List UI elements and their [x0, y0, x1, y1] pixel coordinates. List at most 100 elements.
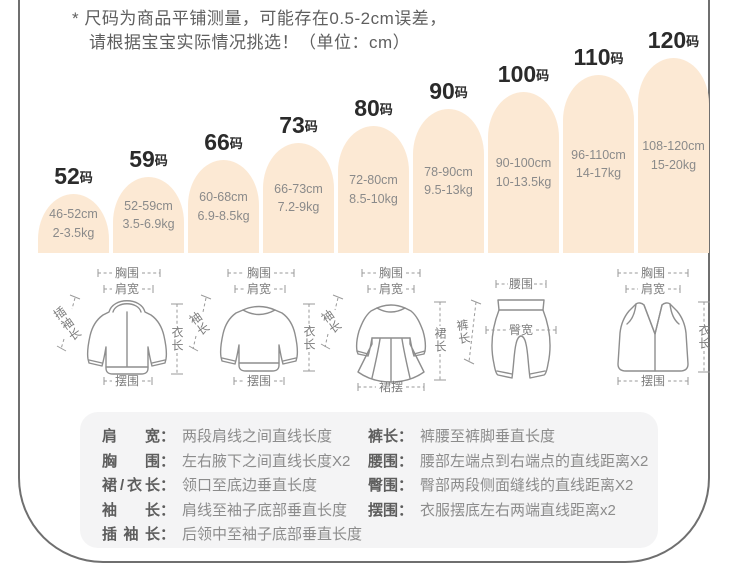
note-line1: 尺码为商品平铺测量，可能存在0.5-2cm误差， [84, 9, 447, 28]
height-range: 96-110cm [571, 147, 626, 162]
size-label: 73码 [279, 112, 318, 138]
legend-row: 袖长： 肩线至袖子底部垂直长度 [102, 499, 362, 524]
size-column-52: 52码 46-52cm 2-3.5kg [38, 163, 109, 253]
dress-outline [355, 304, 427, 383]
garment-length-label: 衣长 [697, 323, 711, 350]
measurement-note: * 尺码为商品平铺测量，可能存在0.5-2cm误差， 请根据宝宝实际情况挑选！（… [72, 7, 447, 55]
weight-range: 7.2-9kg [277, 200, 320, 214]
size-label: 59码 [129, 146, 168, 172]
height-range: 78-90cm [424, 164, 473, 179]
sweater-outline [219, 305, 299, 372]
size-arch: 46-52cm 2-3.5kg [38, 194, 109, 253]
height-range: 66-73cm [274, 181, 323, 196]
pants-length-label: 裤长 [454, 318, 472, 346]
height-range: 108-120cm [642, 139, 705, 154]
legend-desc: 衣服摆底左右两端直线距离x2 [420, 501, 616, 519]
sweater-diagram: 胸围 肩宽 袖长 衣长 摆围 [185, 265, 316, 388]
size-arch: 96-110cm 14-17kg [563, 75, 634, 253]
legend-term: 胸围 [102, 452, 160, 470]
legend-row: 胸围： 左右腋下之间直线长度X2 [102, 450, 362, 475]
size-label: 120码 [647, 27, 700, 53]
legend-term: 腰围 [368, 452, 399, 470]
skirt-hem-label: 裙摆 [379, 380, 403, 394]
size-column-73: 73码 66-73cm 7.2-9kg [263, 112, 334, 253]
weight-range: 9.5-13kg [424, 183, 473, 197]
measurement-legend: 肩宽： 两段肩线之间直线长度 胸围： 左右腋下之间直线长度X2 裙/衣长： 领口至底边… [80, 412, 658, 548]
legend-term: 裤长 [368, 428, 399, 445]
legend-row: 插袖长： 后领中至袖子底部垂直长度 [102, 523, 362, 548]
legend-desc: 臀部两段侧面缝线的直线距离X2 [420, 477, 634, 494]
panel-frame [18, 0, 710, 563]
legend-term: 裙/衣长 [102, 477, 160, 494]
size-arch: 72-80cm 8.5-10kg [338, 126, 409, 253]
legend-row: 肩宽： 两段肩线之间直线长度 [102, 425, 362, 450]
chest-label: 胸围 [247, 265, 271, 280]
size-label: 100码 [497, 61, 550, 87]
size-label: 80码 [354, 95, 393, 121]
legend-left-column: 肩宽： 两段肩线之间直线长度 胸围： 左右腋下之间直线长度X2 裙/衣长： 领口至底边… [102, 425, 362, 548]
legend-row: 摆围： 衣服摆底左右两端直线距离x2 [368, 501, 616, 519]
height-range: 52-59cm [124, 198, 173, 213]
hip-label: 臀宽 [509, 322, 533, 337]
height-range: 72-80cm [349, 173, 398, 188]
size-column-120: 120码 108-120cm 15-20kg [638, 27, 709, 253]
skirt-length-label: 裙长 [433, 327, 447, 353]
size-column-90: 90码 78-90cm 9.5-13kg [413, 78, 484, 253]
size-column-100: 100码 90-100cm 10-13.5kg [488, 61, 559, 253]
size-label: 66码 [204, 129, 243, 155]
size-arches: 52码 46-52cm 2-3.5kg 59码 52-59cm 3.5-6.9kg … [38, 0, 709, 253]
weight-range: 8.5-10kg [349, 191, 398, 206]
pants-diagram: 腰围 臀宽 裤长 [454, 277, 557, 379]
size-column-80: 80码 72-80cm 8.5-10kg [338, 95, 409, 253]
weight-range: 14-17kg [575, 166, 622, 180]
size-label: 52码 [54, 163, 93, 189]
height-range: 46-52cm [49, 207, 98, 222]
shoulder-label: 肩宽 [115, 281, 139, 296]
note-marker: * [72, 9, 80, 28]
pants-outline [491, 299, 551, 379]
legend-right-column: 裤长： 裤腰至裤脚垂直长度 腰围： 腰部左端点到右端点的直线距离X2 臀围： 臀部两段… [368, 425, 648, 523]
weight-range: 6.9-8.5kg [197, 208, 250, 223]
size-column-59: 59码 52-59cm 3.5-6.9kg [113, 146, 184, 253]
legend-term: 袖长 [102, 501, 160, 519]
size-arch: 66-73cm 7.2-9kg [263, 143, 334, 253]
vest-diagram: 胸围 肩宽 衣长 摆围 [617, 265, 711, 388]
sleeve-length-label: 袖长 [185, 308, 212, 339]
hooded-jacket-diagram: 胸围 肩宽 插袖长 衣长 摆围 [50, 265, 184, 388]
weight-range: 3.5-6.9kg [122, 217, 175, 231]
legend-term: 臀围 [368, 477, 399, 494]
legend-desc: 领口至底边垂直长度 [182, 477, 318, 494]
chest-label: 胸围 [379, 265, 403, 280]
vest-outline [617, 302, 689, 372]
legend-desc: 左右腋下之间直线长度X2 [182, 452, 351, 470]
legend-row: 裙/衣长： 领口至底边垂直长度 [102, 474, 362, 499]
height-range: 60-68cm [199, 190, 248, 205]
legend-desc: 肩线至袖子底部垂直长度 [182, 501, 348, 519]
note-line2: 请根据宝宝实际情况挑选！（单位：cm） [89, 33, 411, 53]
weight-range: 10-13.5kg [495, 174, 552, 189]
dress-diagram: 胸围 肩宽 袖长 裙长 裙摆 [317, 265, 447, 394]
legend-desc: 两段肩线之间直线长度 [182, 428, 333, 445]
size-label: 90码 [429, 78, 468, 104]
legend-row: 腰围： 腰部左端点到右端点的直线距离X2 [368, 452, 649, 470]
hem-label: 摆围 [115, 374, 139, 388]
shoulder-label: 肩宽 [379, 281, 403, 296]
legend-row: 裤长： 裤腰至裤脚垂直长度 [368, 428, 556, 445]
chest-label: 胸围 [641, 265, 665, 280]
garment-diagrams: 胸围 肩宽 插袖长 衣长 摆围 胸围 肩宽 [50, 265, 711, 394]
legend-desc: 腰部左端点到右端点的直线距离X2 [420, 452, 649, 470]
size-arch: 78-90cm 9.5-13kg [413, 109, 484, 253]
jacket-outline [86, 300, 168, 375]
chest-label: 胸围 [115, 265, 139, 280]
size-arch: 90-100cm 10-13.5kg [488, 92, 559, 253]
hem-label: 摆围 [247, 374, 271, 388]
shoulder-label: 肩宽 [247, 281, 271, 296]
size-arch: 108-120cm 15-20kg [638, 58, 709, 253]
garment-length-label: 衣长 [302, 324, 316, 351]
size-column-66: 66码 60-68cm 6.9-8.5kg [188, 129, 259, 253]
size-arch: 52-59cm 3.5-6.9kg [113, 177, 184, 253]
legend-term: 肩宽 [102, 428, 160, 445]
sleeve-length-label: 袖长 [317, 306, 344, 337]
legend-row: 臀围： 臀部两段侧面缝线的直线距离X2 [368, 477, 634, 494]
